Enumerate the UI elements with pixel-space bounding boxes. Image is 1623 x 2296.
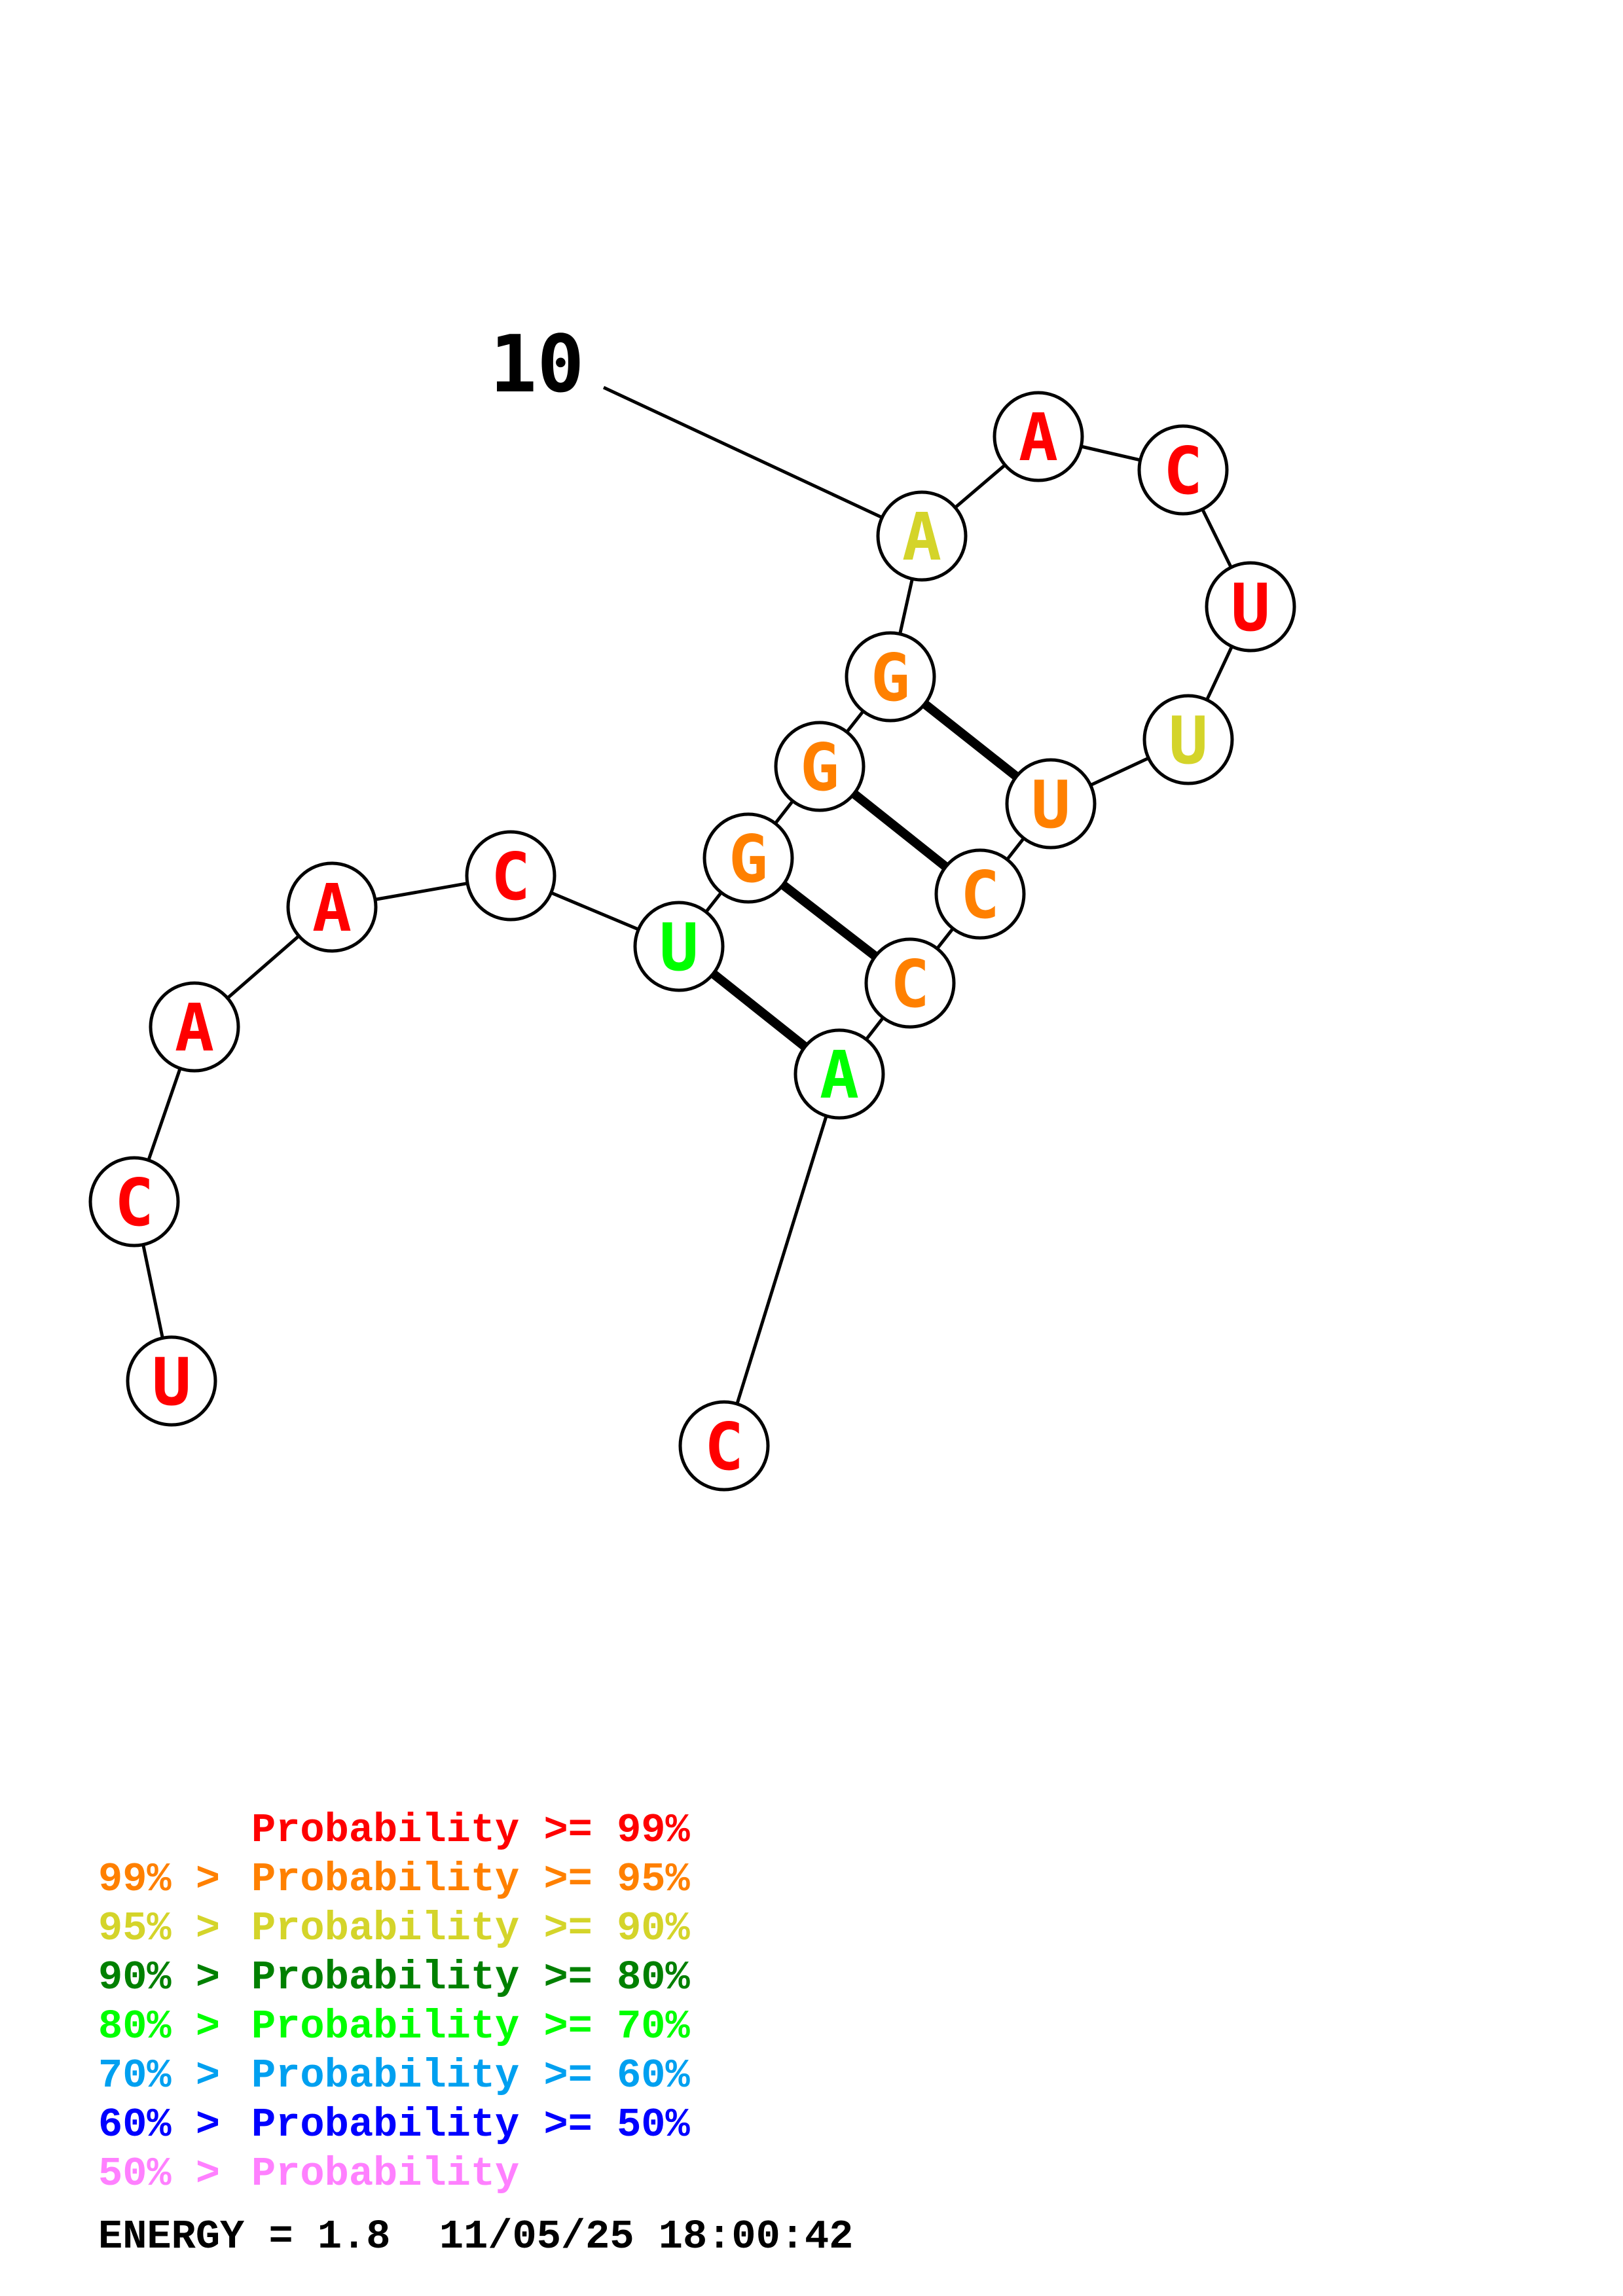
nucleotide-circle [864, 937, 956, 1029]
nucleotide: G [702, 812, 794, 904]
nucleotide-circle [126, 1335, 217, 1427]
legend-range-prefix: 90% > [98, 1954, 244, 2001]
nucleotide-letter: U [1031, 766, 1070, 843]
legend-label: Probability >= 90% [251, 1905, 691, 1952]
legend-row: 99% > Probability >= 95% [98, 1856, 691, 1903]
nucleotide-circle [678, 1400, 770, 1492]
legend-label: Probability [251, 2151, 519, 2197]
nucleotide-letter: U [659, 909, 699, 986]
legend-range-prefix: 50% > [98, 2151, 244, 2197]
nucleotide-letter: A [902, 499, 941, 575]
nucleotide-letter: C [491, 838, 530, 915]
legend-label: Probability >= 95% [251, 1856, 691, 1903]
legend-label: Probability >= 99% [251, 1807, 691, 1854]
nucleotide-letter: A [312, 870, 352, 946]
nucleotide-letter: G [871, 639, 910, 716]
probability-legend: Probability >= 99%99% > Probability >= 9… [98, 1807, 691, 2197]
legend-range-prefix: 95% > [98, 1905, 244, 1952]
nucleotide: C [678, 1400, 770, 1492]
nucleotide-letter: A [1019, 399, 1058, 476]
nucleotide: C [1137, 424, 1229, 516]
backbone-segment [722, 1073, 841, 1446]
nucleotide-circle [993, 391, 1084, 482]
nucleotide-letter: A [820, 1037, 859, 1113]
nucleotide: A [286, 861, 378, 953]
nucleotide: U [1205, 561, 1296, 653]
nucleotide: U [126, 1335, 217, 1427]
nucleotide-letter: U [1231, 569, 1270, 646]
nucleotide-circle [633, 901, 725, 992]
nucleotide: G [845, 631, 936, 723]
nucleotide-circle [1137, 424, 1229, 516]
nucleotide-circle [149, 981, 240, 1073]
legend-label: Probability >= 70% [251, 2003, 691, 2050]
nucleotide: A [149, 981, 240, 1073]
legend-range-prefix: 60% > [98, 2102, 244, 2148]
legend-row: 60% > Probability >= 50% [98, 2102, 691, 2148]
nucleotide-letter: C [1163, 433, 1203, 509]
nucleotide-circle [934, 848, 1026, 940]
nucleotide-circle [1142, 694, 1234, 785]
nucleotide-circle [1005, 758, 1097, 850]
legend-label: Probability >= 80% [251, 1954, 691, 2001]
nucleotide-circle [876, 490, 968, 582]
legend-row: 90% > Probability >= 80% [98, 1954, 691, 2001]
energy-line: ENERGY = 1.8 11/05/25 18:00:42 [98, 2214, 853, 2260]
nucleotide: A [793, 1028, 885, 1120]
nucleotide-letter: C [115, 1164, 154, 1241]
nucleotide-circle [845, 631, 936, 723]
nucleotide-letter: C [704, 1408, 744, 1485]
nucleotide-letter: A [175, 990, 214, 1066]
nucleotide-circle [774, 721, 866, 812]
nucleotide-letter: U [152, 1344, 191, 1420]
legend-label: Probability >= 60% [251, 2053, 691, 2099]
index-marker: 10 [490, 319, 884, 520]
index-marker-label: 10 [490, 319, 585, 410]
nucleotide-circle [465, 830, 556, 922]
nucleotide: U [1142, 694, 1234, 785]
index-marker-line [602, 386, 884, 520]
legend-row: 95% > Probability >= 90% [98, 1905, 691, 1952]
legend-range-prefix: 80% > [98, 2003, 244, 2050]
legend-label: Probability >= 50% [251, 2102, 691, 2148]
nucleotide-letter: G [800, 729, 839, 806]
legend-row: Probability >= 99% [251, 1807, 691, 1854]
nucleotide-circle [702, 812, 794, 904]
nucleotide: C [864, 937, 956, 1029]
nucleotide: U [1005, 758, 1097, 850]
legend-row: 70% > Probability >= 60% [98, 2053, 691, 2099]
nucleotide: A [876, 490, 968, 582]
nucleotide-circle [286, 861, 378, 953]
nucleotide-circle [88, 1156, 180, 1247]
nucleotide-letter: C [960, 857, 1000, 933]
legend-range-prefix: 99% > [98, 1856, 244, 1903]
nucleotide: C [88, 1156, 180, 1247]
nucleotide: G [774, 721, 866, 812]
legend-row: 50% > Probability [98, 2151, 519, 2197]
nucleotide: C [934, 848, 1026, 940]
nucleotide-letter: U [1169, 702, 1208, 779]
nucleotide: U [633, 901, 725, 992]
nucleotide-letter: G [729, 821, 768, 897]
nucleotide: C [465, 830, 556, 922]
legend-range-prefix: 70% > [98, 2053, 244, 2099]
nucleotide: A [993, 391, 1084, 482]
nucleotide-letter: C [890, 946, 930, 1022]
legend-row: 80% > Probability >= 70% [98, 2003, 691, 2050]
nucleotide-circle [1205, 561, 1296, 653]
nucleotide-circle [793, 1028, 885, 1120]
